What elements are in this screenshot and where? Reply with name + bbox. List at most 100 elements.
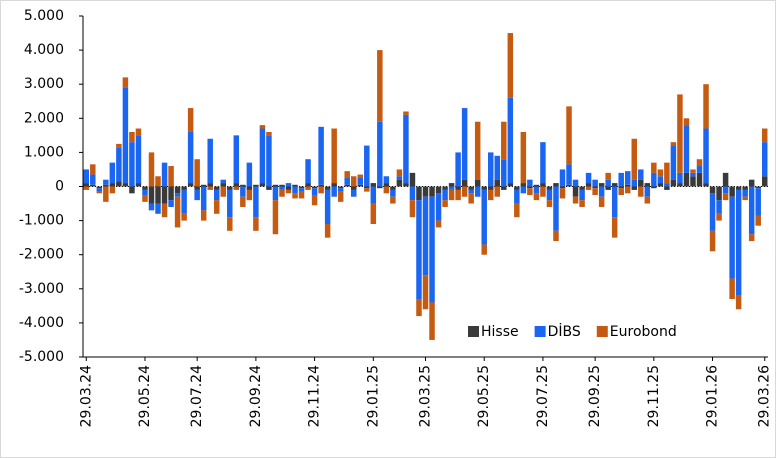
bar xyxy=(259,183,266,187)
bar xyxy=(435,193,442,221)
bar xyxy=(311,195,318,206)
bar xyxy=(664,183,670,187)
bar xyxy=(735,189,742,296)
bar xyxy=(148,203,155,211)
bar xyxy=(318,186,324,194)
y-tick-label: -2.000 xyxy=(19,247,64,263)
bar xyxy=(83,169,90,184)
bar xyxy=(742,196,748,201)
bar xyxy=(311,186,318,189)
bar xyxy=(396,176,403,180)
bar xyxy=(481,244,487,255)
bar xyxy=(129,186,135,194)
bar xyxy=(742,186,748,190)
bar xyxy=(703,183,709,187)
bar xyxy=(448,189,455,201)
legend-swatch xyxy=(468,326,479,337)
bar xyxy=(520,186,527,194)
bar xyxy=(677,94,683,173)
bar xyxy=(611,186,618,218)
bar xyxy=(416,299,422,317)
bar xyxy=(279,186,285,190)
bar xyxy=(507,97,514,184)
bar xyxy=(168,200,174,207)
bar xyxy=(755,215,761,226)
bar xyxy=(422,275,429,310)
bar xyxy=(148,152,155,187)
bar xyxy=(501,121,507,160)
bar xyxy=(103,186,109,202)
bar xyxy=(383,176,390,184)
bar xyxy=(285,183,292,187)
bar xyxy=(455,152,461,187)
bar xyxy=(690,176,696,187)
legend-label: Hisse xyxy=(481,324,519,340)
bar xyxy=(213,200,220,214)
bar xyxy=(279,184,285,187)
bar xyxy=(533,184,540,187)
bar xyxy=(487,152,494,187)
bar xyxy=(213,189,220,201)
bar xyxy=(344,171,350,178)
x-tick-label: 29.07.25 xyxy=(535,365,551,427)
bar xyxy=(168,186,174,201)
bar xyxy=(468,186,474,190)
bar xyxy=(135,135,142,184)
bar xyxy=(403,183,409,187)
bar xyxy=(474,179,481,187)
bar xyxy=(422,196,429,276)
bar xyxy=(142,195,148,202)
bar xyxy=(383,186,390,194)
bar xyxy=(755,188,761,216)
bar xyxy=(181,186,187,190)
bar xyxy=(579,189,585,201)
bar xyxy=(233,186,240,190)
bar xyxy=(155,203,161,214)
bar xyxy=(253,217,259,231)
bar xyxy=(624,184,631,187)
bar xyxy=(755,186,761,189)
bar xyxy=(761,142,768,177)
bar xyxy=(442,186,448,190)
bar xyxy=(553,186,559,231)
bar xyxy=(507,33,514,98)
bar xyxy=(670,179,677,187)
bar xyxy=(657,176,664,184)
bar xyxy=(350,189,357,197)
bar xyxy=(527,186,533,189)
bar xyxy=(403,111,409,115)
bar xyxy=(142,189,148,196)
bar xyxy=(200,186,207,211)
bar xyxy=(690,172,696,177)
bar xyxy=(429,186,435,197)
bar xyxy=(501,159,507,187)
bar xyxy=(344,184,350,187)
bar xyxy=(703,84,709,129)
bar xyxy=(429,302,435,340)
bar xyxy=(709,230,716,252)
bar xyxy=(442,200,448,207)
bar xyxy=(540,186,546,197)
bar xyxy=(683,125,690,173)
bar xyxy=(533,186,540,194)
bar xyxy=(520,131,527,184)
x-tick-label: 29.09.25 xyxy=(587,365,603,427)
bar xyxy=(90,174,96,185)
bar xyxy=(735,186,742,190)
legend-swatch xyxy=(534,326,546,337)
bar xyxy=(377,121,383,187)
bar xyxy=(129,142,135,187)
bar xyxy=(716,186,722,201)
bar xyxy=(605,172,611,180)
bar xyxy=(651,186,657,189)
bar xyxy=(292,184,298,187)
bar xyxy=(233,135,240,184)
bar xyxy=(690,169,696,173)
bar xyxy=(638,179,644,187)
bar xyxy=(383,183,390,187)
bar xyxy=(487,189,494,201)
bar xyxy=(390,189,396,197)
bar xyxy=(481,189,487,245)
bar xyxy=(735,295,742,310)
